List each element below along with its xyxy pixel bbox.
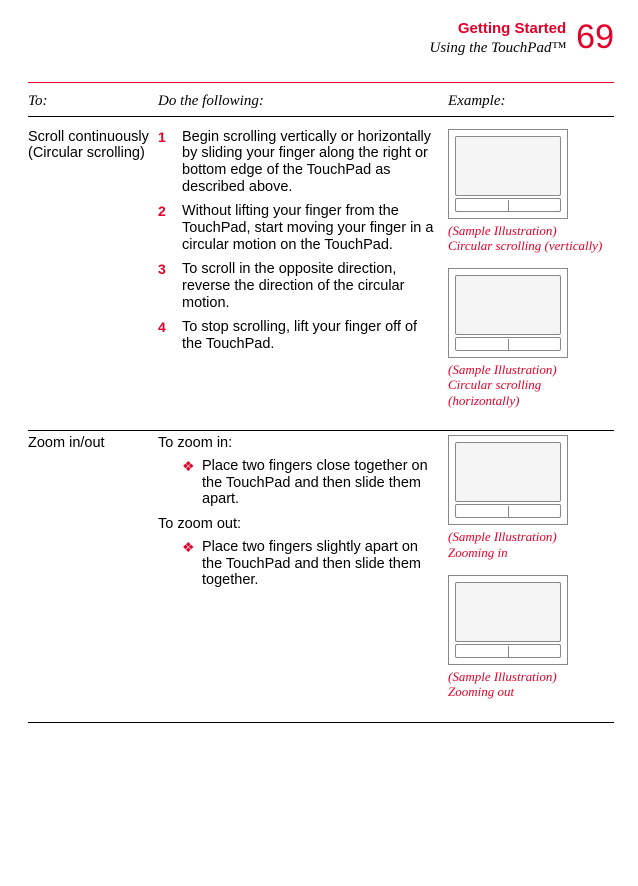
illustration: (Sample Illustration) Circular scrolling… (448, 268, 614, 409)
table-row: Zoom in/out To zoom in: ❖ Place two fing… (28, 431, 614, 722)
intro-text: To zoom in: (158, 435, 438, 452)
step: 1 Begin scrolling vertically or horizont… (158, 129, 438, 196)
page-number: 69 (576, 20, 614, 54)
row-to: Zoom in/out (28, 435, 158, 713)
touchpad-illustration-horizontal (448, 268, 568, 358)
illustration: (Sample Illustration) Zooming out (448, 575, 614, 700)
table-header-row: To: Do the following: Example: (28, 93, 614, 117)
step-text: Without lifting your finger from the Tou… (182, 203, 438, 253)
touchpad-illustration-zoom-in (448, 435, 568, 525)
chapter-title: Getting Started (430, 20, 567, 39)
col-header-do: Do the following: (158, 93, 448, 110)
illustration: (Sample Illustration) Zooming in (448, 435, 614, 560)
step: 4 To stop scrolling, lift your finger of… (158, 319, 438, 352)
step-number: 3 (158, 261, 182, 311)
illustration-caption: (Sample Illustration) Zooming out (448, 669, 614, 700)
illustration-caption: (Sample Illustration) Zooming in (448, 529, 614, 560)
illustration: (Sample Illustration) Circular scrolling… (448, 129, 614, 254)
page-header: Getting Started Using the TouchPad™ 69 (28, 20, 614, 58)
bullet: ❖ Place two fingers close together on th… (182, 458, 438, 508)
bullet-text: Place two fingers close together on the … (202, 458, 438, 508)
row-example: (Sample Illustration) Circular scrolling… (448, 129, 614, 423)
header-text: Getting Started Using the TouchPad™ (430, 20, 567, 58)
step-text: To stop scrolling, lift your finger off … (182, 319, 438, 352)
illustration-caption: (Sample Illustration) Circular scrolling… (448, 223, 614, 254)
col-header-to: To: (28, 93, 158, 110)
bullet-icon: ❖ (182, 539, 202, 589)
illustration-caption: (Sample Illustration) Circular scrolling… (448, 362, 614, 409)
section-title: Using the TouchPad™ (430, 39, 567, 58)
intro-text: To zoom out: (158, 516, 438, 533)
step-text: Begin scrolling vertically or horizontal… (182, 129, 438, 196)
row-example: (Sample Illustration) Zooming in (Sample… (448, 435, 614, 713)
step-number: 4 (158, 319, 182, 352)
step-text: To scroll in the opposite direction, rev… (182, 261, 438, 311)
col-header-example: Example: (448, 93, 614, 110)
row-to: Scroll continuously (Circular scrolling) (28, 129, 158, 423)
header-divider (28, 82, 614, 83)
row-do: 1 Begin scrolling vertically or horizont… (158, 129, 448, 423)
step-number: 2 (158, 203, 182, 253)
step: 3 To scroll in the opposite direction, r… (158, 261, 438, 311)
table-row: Scroll continuously (Circular scrolling)… (28, 125, 614, 432)
bullet-icon: ❖ (182, 458, 202, 508)
step-number: 1 (158, 129, 182, 196)
bullet-text: Place two fingers slightly apart on the … (202, 539, 438, 589)
row-do: To zoom in: ❖ Place two fingers close to… (158, 435, 448, 713)
touchpad-illustration-zoom-out (448, 575, 568, 665)
bullet: ❖ Place two fingers slightly apart on th… (182, 539, 438, 589)
step: 2 Without lifting your finger from the T… (158, 203, 438, 253)
touchpad-illustration-vertical (448, 129, 568, 219)
